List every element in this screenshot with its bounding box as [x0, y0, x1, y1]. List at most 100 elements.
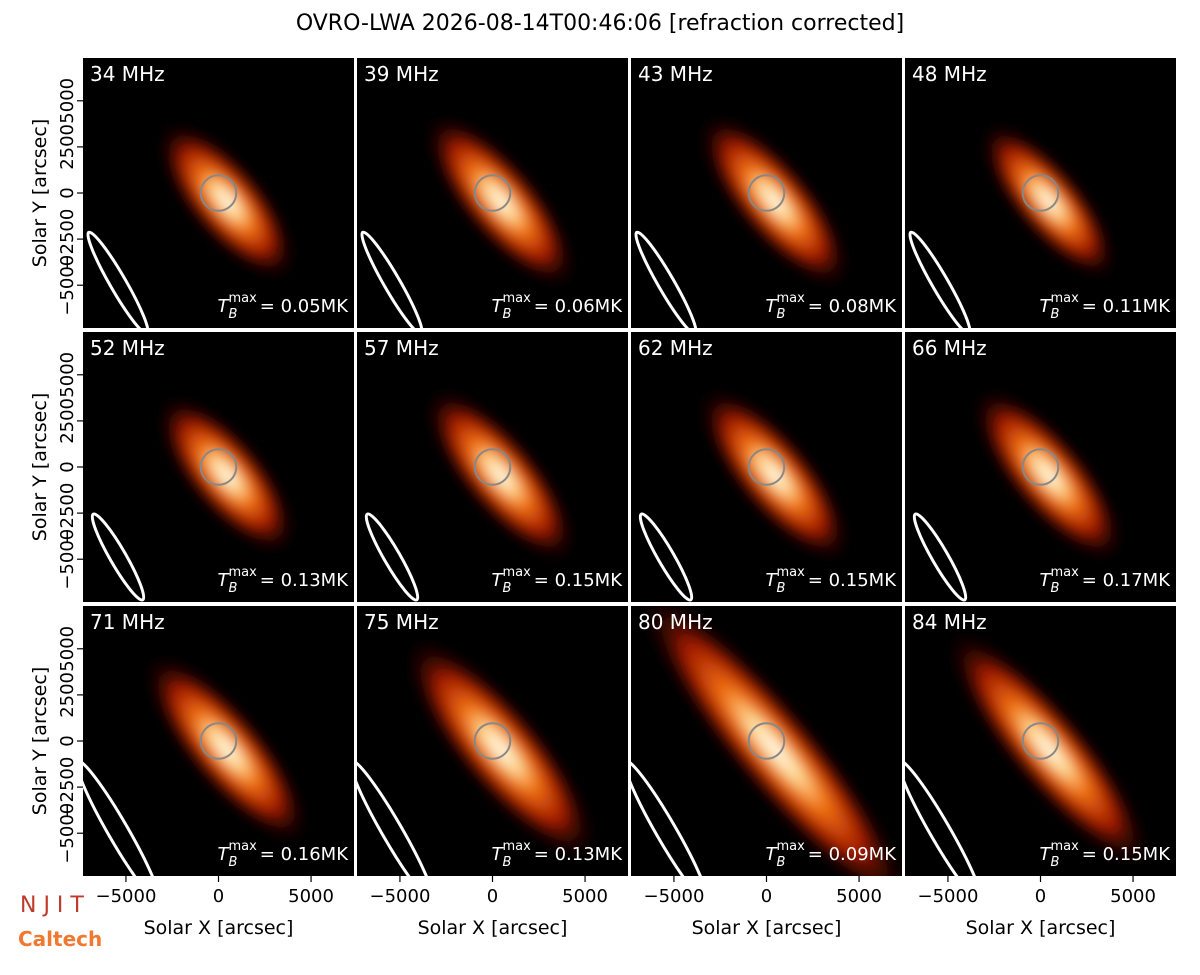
y-tick-label: 0 — [57, 735, 78, 746]
y-tick-label: 5000 — [57, 352, 78, 398]
brightness-label: TBmax = 0.15MK — [766, 565, 898, 596]
x-tick-label: 0 — [213, 886, 224, 907]
image-layer — [912, 387, 1125, 602]
panel: 66 MHz TBmax = 0.17MK — [905, 332, 1176, 602]
x-axis-label: Solar X [arcsec] — [692, 917, 842, 939]
image-layer — [83, 653, 310, 876]
panel-title: 66 MHz — [912, 336, 987, 360]
x-axis-label: Solar X [arcsec] — [418, 917, 568, 939]
brightness-label: TBmax = 0.16MK — [218, 839, 350, 870]
image-layer — [908, 122, 1118, 328]
panel-title: 57 MHz — [364, 336, 439, 360]
y-axis-label: Solar Y [arcsec] — [29, 667, 51, 815]
panel: 48 MHz TBmax = 0.11MK — [905, 58, 1176, 328]
beam — [86, 230, 150, 328]
symbol: T — [766, 296, 779, 317]
emission — [156, 121, 297, 281]
symbol-sub: B — [1051, 307, 1060, 322]
beam — [90, 512, 146, 602]
value-label: = 0.17MK — [1082, 570, 1171, 591]
x-tick-label: −5000 — [644, 886, 705, 907]
beam — [357, 759, 435, 876]
emission — [424, 113, 577, 289]
value-label: = 0.11MK — [1082, 296, 1171, 317]
figure-title: OVRO-LWA 2026-08-14T00:46:06 [refraction… — [296, 11, 904, 36]
beam — [631, 759, 709, 876]
image-layer — [364, 387, 577, 602]
symbol: T — [492, 844, 505, 865]
emission — [424, 387, 577, 563]
solar-disk — [199, 448, 238, 486]
symbol-sub: B — [229, 855, 238, 870]
panel: 39 MHz TBmax = 0.06MK — [357, 58, 628, 328]
symbol-sup: max — [502, 565, 531, 580]
image-layer — [86, 121, 297, 328]
panel: 57 MHz TBmax = 0.15MK — [357, 332, 628, 602]
symbol-sup: max — [228, 839, 257, 854]
y-tick-label: 2500 — [57, 398, 78, 444]
value-label: = 0.16MK — [260, 844, 349, 865]
symbol: T — [1040, 570, 1053, 591]
value-label: = 0.15MK — [534, 570, 623, 591]
symbol: T — [1040, 844, 1053, 865]
panel-title: 43 MHz — [638, 62, 713, 86]
y-tick-label: 0 — [57, 461, 78, 472]
y-tick-label: −2500 — [57, 209, 78, 270]
y-tick-label: 5000 — [57, 626, 78, 672]
symbol: T — [766, 844, 779, 865]
brightness-label: TBmax = 0.13MK — [492, 839, 624, 870]
x-tick-label: 0 — [487, 886, 498, 907]
emission — [698, 387, 851, 563]
panel-title: 48 MHz — [912, 62, 987, 86]
x-tick-label: 0 — [1035, 886, 1046, 907]
emission — [636, 606, 902, 876]
panel: 84 MHz TBmax = 0.15MK −5000 0 5000 Solar X [ar… — [905, 606, 1176, 939]
brightness-label: TBmax = 0.11MK — [1040, 291, 1172, 322]
beam — [83, 759, 161, 876]
y-tick-label: −2500 — [57, 483, 78, 544]
x-tick-label: 5000 — [288, 886, 334, 907]
emission — [972, 387, 1125, 563]
value-label: = 0.13MK — [534, 844, 623, 865]
y-tick-label: 2500 — [57, 672, 78, 718]
y-tick-label: −5000 — [57, 803, 78, 864]
panel-title: 62 MHz — [638, 336, 713, 360]
symbol: T — [218, 570, 231, 591]
panel: 80 MHz TBmax = 0.09MK −5000 0 5000 Solar X [ar… — [631, 606, 902, 939]
beam — [360, 230, 424, 328]
beam — [364, 512, 420, 602]
image-layer — [638, 387, 851, 602]
value-label: = 0.06MK — [534, 296, 623, 317]
symbol: T — [766, 570, 779, 591]
symbol: T — [492, 296, 505, 317]
panel-title: 39 MHz — [364, 62, 439, 86]
panel-title: 52 MHz — [90, 336, 165, 360]
image-layer — [631, 606, 902, 876]
brightness-label: TBmax = 0.09MK — [766, 839, 898, 870]
symbol-sub: B — [777, 855, 786, 870]
symbol-sup: max — [776, 839, 805, 854]
solar-disk — [199, 722, 238, 760]
solar-disk — [747, 448, 786, 486]
y-tick-label: −5000 — [57, 529, 78, 590]
y-axis-label: Solar Y [arcsec] — [29, 393, 51, 541]
solar-disk — [747, 174, 786, 212]
beam — [638, 512, 694, 602]
x-tick-label: 5000 — [1110, 886, 1156, 907]
symbol-sub: B — [1051, 855, 1060, 870]
x-axis-label: Solar X [arcsec] — [966, 917, 1116, 939]
symbol-sup: max — [776, 565, 805, 580]
value-label: = 0.15MK — [808, 570, 897, 591]
panel: 43 MHz TBmax = 0.08MK — [631, 58, 902, 328]
symbol-sup: max — [1050, 565, 1079, 580]
solar-disk — [473, 448, 512, 486]
panel: 75 MHz TBmax = 0.13MK −5000 0 5000 Solar X [ar… — [357, 606, 628, 939]
symbol: T — [492, 570, 505, 591]
brightness-label: TBmax = 0.17MK — [1040, 565, 1172, 596]
symbol: T — [1040, 296, 1053, 317]
x-tick-label: −5000 — [918, 886, 979, 907]
emission — [945, 628, 1152, 870]
value-label: = 0.08MK — [808, 296, 897, 317]
